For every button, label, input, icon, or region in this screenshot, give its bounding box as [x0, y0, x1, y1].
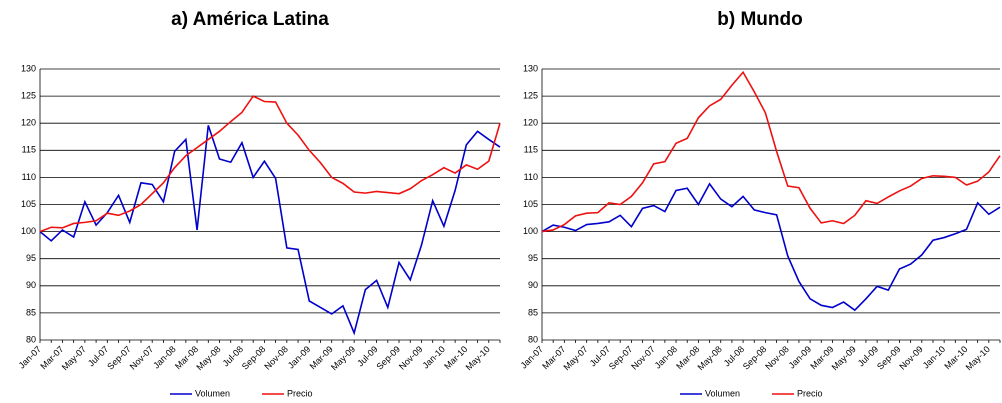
y-tick-label: 80 — [26, 334, 36, 344]
x-tick-label: Sep-08 — [240, 344, 268, 372]
series-line — [541, 70, 1001, 233]
y-tick-label: 90 — [26, 280, 36, 290]
x-tick-label: Sep-08 — [741, 344, 769, 372]
x-tick-label: May-07 — [561, 344, 589, 372]
y-tick-label: 80 — [528, 334, 538, 344]
x-tick-label: Jan-09 — [787, 344, 814, 371]
y-tick-label: 100 — [21, 226, 36, 236]
legend-label: Precio — [287, 388, 313, 398]
x-tick-label: May-09 — [329, 344, 357, 372]
x-tick-label: Jan-07 — [17, 344, 44, 371]
x-tick-label: Sep-07 — [105, 344, 133, 372]
x-tick-label: May-10 — [964, 344, 992, 372]
y-tick-label: 100 — [523, 226, 538, 236]
legend-label: Precio — [797, 388, 823, 398]
x-tick-label: Sep-09 — [875, 344, 903, 372]
y-tick-label: 115 — [22, 145, 36, 155]
y-tick-label: 85 — [528, 307, 538, 317]
y-tick-label: 125 — [21, 90, 36, 100]
x-tick-label: Nov-09 — [397, 344, 425, 372]
y-tick-label: 130 — [523, 63, 538, 73]
series-line — [39, 95, 501, 233]
x-tick-label: Nov-09 — [897, 344, 925, 372]
x-tick-label: May-10 — [464, 344, 492, 372]
x-tick-label: Jan-10 — [420, 344, 447, 371]
y-tick-label: 120 — [523, 118, 538, 128]
x-tick-label: Nov-07 — [629, 344, 657, 372]
series-line — [541, 182, 1001, 312]
x-tick-label: Jan-08 — [151, 344, 178, 371]
x-tick-label: Jan-07 — [519, 344, 546, 371]
x-tick-label: May-08 — [696, 344, 724, 372]
y-tick-label: 115 — [524, 145, 538, 155]
y-tick-label: 95 — [528, 253, 538, 263]
y-tick-label: 130 — [21, 63, 36, 73]
y-tick-label: 120 — [21, 118, 36, 128]
chart-title: a) América Latina — [171, 9, 329, 30]
x-tick-label: May-09 — [830, 344, 858, 372]
legend-label: Volumen — [705, 388, 740, 398]
y-tick-label: 85 — [26, 307, 36, 317]
x-tick-label: May-07 — [60, 344, 88, 372]
x-tick-label: Sep-07 — [607, 344, 635, 372]
x-tick-label: May-08 — [194, 344, 222, 372]
chart-title: b) Mundo — [717, 9, 802, 30]
x-tick-label: Jan-08 — [653, 344, 680, 371]
x-tick-label: Nov-07 — [128, 344, 156, 372]
x-tick-label: Nov-08 — [262, 344, 290, 372]
y-tick-label: 90 — [528, 280, 538, 290]
series-line — [39, 125, 501, 336]
y-tick-label: 125 — [523, 90, 538, 100]
x-tick-label: Jan-09 — [286, 344, 313, 371]
y-tick-label: 110 — [22, 172, 36, 182]
x-tick-label: Sep-09 — [375, 344, 403, 372]
y-tick-label: 105 — [523, 199, 538, 209]
x-tick-label: Nov-08 — [763, 344, 791, 372]
x-tick-label: Jan-10 — [921, 344, 948, 371]
y-tick-label: 110 — [524, 172, 538, 182]
legend-label: Volumen — [195, 388, 230, 398]
y-tick-label: 95 — [26, 253, 36, 263]
y-tick-label: 105 — [21, 199, 36, 209]
